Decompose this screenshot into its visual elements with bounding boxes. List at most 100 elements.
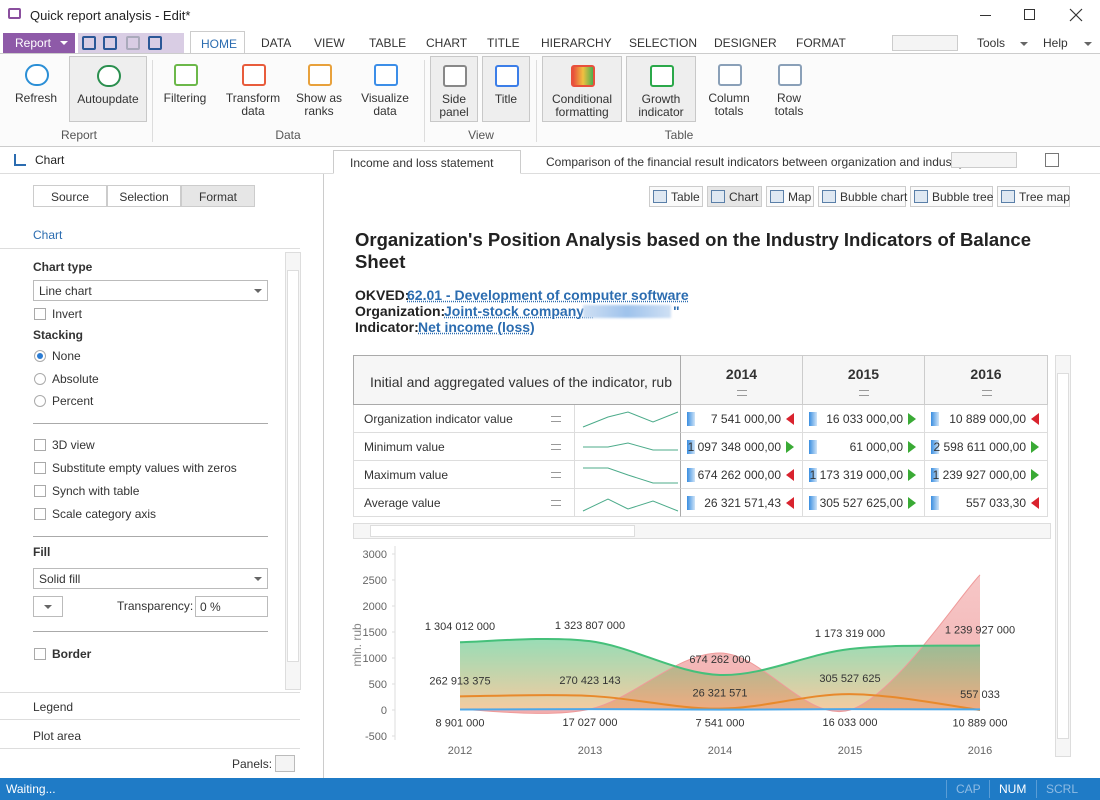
field-link[interactable]: Joint-stock company " — [444, 303, 595, 319]
column-header[interactable]: 2014 — [681, 355, 803, 405]
select[interactable]: Line chart — [33, 280, 268, 301]
view-button[interactable]: Bubble tree — [910, 186, 993, 207]
field-link[interactable]: Net income (loss) — [418, 319, 535, 335]
row-header: Organization indicator value — [353, 405, 575, 433]
ribbon-button[interactable]: Transform data — [223, 56, 285, 122]
cell-value: 2 598 611 000,00 — [925, 440, 1026, 454]
field-link[interactable]: " — [673, 303, 680, 319]
ribbon-tab[interactable]: SELECTION — [629, 36, 697, 50]
checkbox[interactable] — [34, 648, 46, 660]
panels-button[interactable] — [275, 755, 295, 772]
filter-icon — [551, 416, 561, 422]
field-link[interactable]: 62.01 - Development of computer software — [407, 287, 689, 303]
table-cell: 7 541 000,00 — [681, 405, 803, 433]
cell-value: 26 321 571,43 — [681, 496, 781, 510]
document-tab[interactable]: Comparison of the financial result indic… — [546, 155, 965, 169]
panel-title: Chart — [35, 153, 64, 167]
data-label: 7 541 000 — [696, 718, 745, 730]
tools-menu[interactable]: Tools — [977, 36, 1005, 50]
document-tab[interactable]: Income and loss statement — [333, 150, 521, 174]
checkbox-label: Synch with table — [52, 484, 139, 498]
radio-button[interactable] — [34, 350, 46, 362]
ribbon-button[interactable]: Column totals — [702, 56, 758, 122]
ribbon-button[interactable]: Autoupdate — [69, 56, 147, 122]
spin-input[interactable]: 0 % — [195, 596, 268, 617]
radio-button[interactable] — [34, 373, 46, 385]
save-button[interactable] — [82, 36, 96, 50]
panel-tab[interactable]: Selection — [107, 185, 181, 207]
separator — [0, 692, 300, 693]
table-cell: 305 527 625,00 — [803, 489, 925, 517]
view-button[interactable]: Table — [649, 186, 703, 207]
filter-icon — [551, 444, 561, 450]
collapsed-section[interactable]: Legend — [33, 700, 73, 714]
column-header[interactable]: 2016 — [925, 355, 1048, 405]
ribbon-tab[interactable]: CHART — [426, 36, 467, 50]
trend-arrow — [908, 441, 916, 453]
data-label: 305 527 625 — [819, 673, 880, 685]
ribbon-tab[interactable]: DESIGNER — [714, 36, 777, 50]
table-cell: 674 262 000,00 — [681, 461, 803, 489]
button-icon — [308, 64, 332, 86]
view-button[interactable]: Map — [766, 186, 814, 207]
cell-value: 16 033 000,00 — [803, 412, 903, 426]
ribbon-button[interactable]: Visualize data — [356, 56, 416, 122]
ribbon-button[interactable]: Filtering — [158, 56, 214, 122]
ribbon-button[interactable]: Side panel — [430, 56, 478, 122]
ribbon-button[interactable]: Growth indicator — [626, 56, 696, 122]
button-label: Transform data — [223, 92, 283, 118]
dropdown-arrow — [44, 605, 52, 609]
label: Fill — [33, 545, 50, 559]
checkbox[interactable] — [34, 462, 46, 474]
data-label: 270 423 143 — [559, 675, 620, 687]
ribbon-tab[interactable]: HIERARCHY — [541, 36, 612, 50]
panel-tab[interactable]: Format — [181, 185, 255, 207]
ribbon-button[interactable]: Conditional formatting — [542, 56, 622, 122]
table-cell: 1 097 348 000,00 — [681, 433, 803, 461]
ribbon-tab[interactable]: HOME — [190, 31, 245, 54]
y-tick-label: -500 — [365, 731, 387, 743]
radio-button[interactable] — [34, 395, 46, 407]
view-button[interactable]: Bubble chart — [818, 186, 906, 207]
y-tick-label: 3000 — [363, 549, 387, 561]
select[interactable]: Solid fill — [33, 568, 268, 589]
button-icon — [443, 65, 467, 87]
ribbon-tab[interactable]: VIEW — [314, 36, 345, 50]
view-icon — [914, 190, 928, 203]
ribbon-button[interactable]: Show as ranks — [291, 56, 349, 122]
print-button[interactable] — [148, 36, 162, 50]
ribbon-tab[interactable]: TABLE — [369, 36, 406, 50]
tab-nav[interactable] — [951, 152, 1017, 168]
checkbox[interactable] — [34, 508, 46, 520]
ribbon-button[interactable]: Title — [482, 56, 530, 122]
ribbon-tab[interactable]: FORMAT — [796, 36, 846, 50]
panel-tab[interactable]: Source — [33, 185, 107, 207]
ribbon-button[interactable]: Row totals — [765, 56, 815, 122]
close-button[interactable] — [1069, 8, 1083, 22]
ribbon-nav[interactable] — [892, 35, 958, 51]
redo-button[interactable] — [126, 36, 140, 50]
checkbox[interactable] — [34, 485, 46, 497]
checkbox[interactable] — [34, 439, 46, 451]
view-icon — [1001, 190, 1015, 203]
separator — [1036, 780, 1037, 798]
column-header[interactable]: 2015 — [803, 355, 925, 405]
maximize-button[interactable] — [1024, 9, 1035, 20]
help-menu[interactable]: Help — [1043, 36, 1068, 50]
minimize-button[interactable] — [980, 15, 991, 16]
view-button[interactable]: Chart — [707, 186, 762, 207]
collapsed-section[interactable]: Plot area — [33, 729, 81, 743]
trend-arrow — [908, 497, 916, 509]
layout-button[interactable] — [1045, 153, 1059, 167]
separator — [33, 423, 268, 424]
ribbon-tab[interactable]: TITLE — [487, 36, 520, 50]
color-picker[interactable] — [33, 596, 63, 617]
ribbon-tab[interactable]: DATA — [261, 36, 291, 50]
undo-button[interactable] — [103, 36, 117, 50]
report-menu-button[interactable]: Report — [3, 33, 75, 53]
checkbox[interactable] — [34, 308, 46, 320]
filter-icon — [551, 472, 561, 478]
section-header[interactable]: Chart — [33, 228, 62, 242]
view-button[interactable]: Tree map — [997, 186, 1070, 207]
ribbon-button[interactable]: Refresh — [12, 56, 62, 122]
